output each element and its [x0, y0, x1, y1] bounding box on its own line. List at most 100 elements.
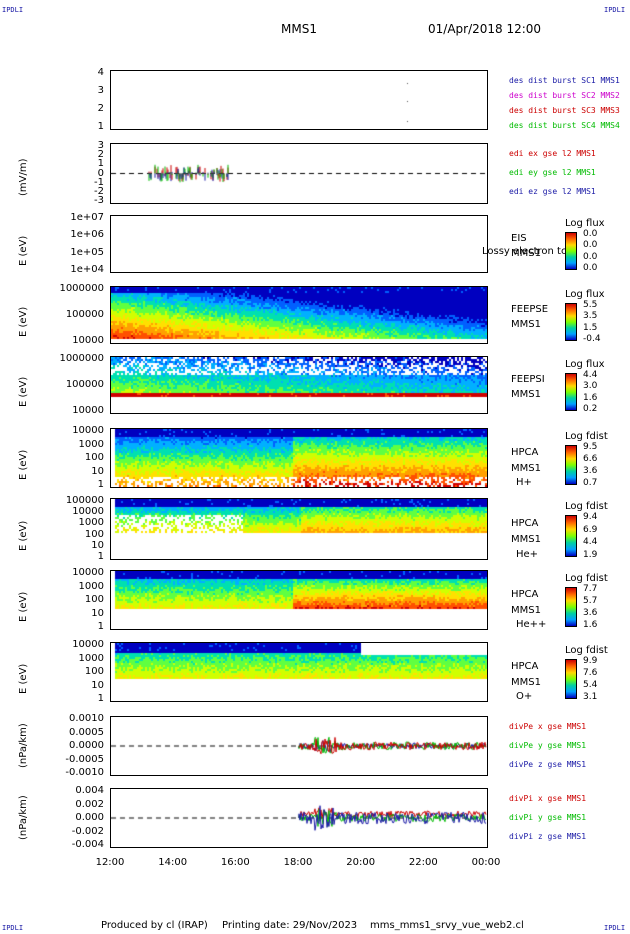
instrument-label: MMS1 [511, 389, 541, 401]
instrument-label: HPCA [511, 447, 539, 459]
legend-entry: des dist burst SC3 MMS3 [509, 106, 620, 115]
colorbar-value: 3.6 [583, 466, 598, 476]
x-tick-label: 00:00 [471, 857, 501, 868]
legend-entry: divPi y gse MMS1 [509, 813, 587, 822]
plot-canvas [111, 571, 487, 629]
colorbar-value: 0.2 [583, 404, 598, 414]
y-tick-label: 10000 [72, 405, 104, 416]
y-tick-label: 1e+05 [70, 246, 104, 258]
y-tick-label: 1000000 [59, 353, 104, 364]
y-tick-label: 100000 [65, 495, 104, 506]
legend-entry: divPe z gse MMS1 [509, 760, 587, 769]
colorbar-title: Log fdist [565, 431, 608, 442]
plot-canvas [111, 357, 487, 413]
y-axis-label: E (eV) [18, 591, 29, 622]
legend-entry: edi ex gse l2 MMS1 [509, 149, 596, 158]
colorbar [565, 587, 577, 627]
y-tick-label: 1 [97, 121, 104, 132]
plot-panel-5 [110, 356, 488, 414]
y-tick-label: 10000 [72, 425, 104, 436]
plot-canvas [111, 429, 487, 487]
colorbar [565, 515, 577, 557]
y-axis-label: E (eV) [18, 306, 29, 337]
instrument-label: HPCA [511, 661, 539, 673]
colorbar-value: 3.1 [583, 692, 598, 702]
colorbar-value: 7.6 [583, 668, 598, 678]
x-tick-label: 16:00 [220, 857, 250, 868]
y-tick-label: 1 [97, 621, 104, 632]
y-tick-label: 10000 [72, 335, 104, 346]
plot-panel-8 [110, 570, 488, 630]
instrument-label: He+ [516, 549, 539, 561]
overlay-label: Lossy electron tc [482, 246, 567, 257]
y-tick-label: 1 [97, 693, 104, 704]
colorbar-value: 0.7 [583, 478, 598, 488]
plot-canvas [111, 71, 487, 129]
y-tick-label: -0.004 [71, 839, 104, 850]
colorbar-value: 7.7 [583, 584, 598, 594]
y-tick-label: 100 [84, 528, 104, 540]
colorbar-value: 9.4 [583, 512, 598, 522]
corner-label-bottom-left: IPDLI [2, 924, 24, 932]
plot-canvas [111, 717, 487, 775]
y-tick-label: 100 [84, 666, 104, 677]
instrument-label: MMS1 [511, 604, 541, 616]
colorbar-title: Log fdist [565, 645, 608, 656]
plot-canvas [111, 643, 487, 701]
colorbar-value: 5.5 [583, 300, 598, 310]
legend-entry: des dist burst SC1 MMS1 [509, 76, 620, 85]
colorbar-value: 0.0 [583, 240, 598, 251]
instrument-label: MMS1 [511, 534, 541, 546]
instrument-label: FEEPSE [511, 304, 549, 316]
colorbar-value: 1.6 [583, 392, 598, 403]
y-tick-label: 1000 [78, 580, 104, 592]
plot-canvas [111, 499, 487, 559]
y-tick-label: 100000 [65, 379, 104, 390]
instrument-label: MMS1 [511, 248, 541, 260]
y-tick-label: 3 [97, 140, 104, 151]
legend-entry: edi ey gse l2 MMS1 [509, 168, 596, 177]
y-tick-label: 0.002 [75, 798, 104, 810]
colorbar-title: Log flux [565, 218, 605, 229]
x-tick-label: 22:00 [408, 857, 438, 868]
plot-panel-3 [110, 215, 488, 273]
legend-entry: divPi z gse MMS1 [509, 832, 587, 841]
plot-panel-9 [110, 642, 488, 702]
colorbar-value: 5.7 [583, 596, 598, 606]
plot-panel-4 [110, 286, 488, 344]
y-tick-label: 0.0000 [69, 740, 104, 751]
plot-panel-2 [110, 143, 488, 204]
y-tick-label: 2 [97, 103, 104, 114]
colorbar-value: 0.0 [583, 263, 598, 273]
plot-canvas [111, 144, 487, 203]
y-tick-label: 10 [91, 679, 104, 691]
y-tick-label: 100 [84, 594, 104, 605]
colorbar-value: 1.6 [583, 620, 598, 630]
colorbar-value: 3.0 [583, 381, 598, 392]
x-tick-label: 20:00 [346, 857, 376, 868]
y-axis-label: E (eV) [18, 520, 29, 551]
instrument-label: O+ [516, 691, 533, 703]
colorbar-title: Log flux [565, 289, 605, 300]
colorbar-value: 3.5 [583, 311, 598, 322]
y-tick-label: 0.004 [75, 785, 104, 796]
colorbar-value: 0.0 [583, 229, 598, 239]
colorbar-value: 3.6 [583, 608, 598, 618]
footer-producer: Produced by cl (IRAP) [101, 920, 208, 931]
legend-entry: divPe y gse MMS1 [509, 741, 587, 750]
y-axis-label: (mV/m) [18, 158, 29, 196]
y-tick-label: -0.0010 [65, 767, 104, 778]
colorbar [565, 373, 577, 411]
plot-panel-7 [110, 498, 488, 560]
y-axis-label: E (eV) [18, 376, 29, 407]
y-tick-label: 0.000 [75, 812, 104, 823]
legend-entry: divPe x gse MMS1 [509, 722, 587, 731]
y-tick-label: -0.002 [71, 825, 104, 837]
plot-panel-1 [110, 70, 488, 130]
y-tick-label: -2 [94, 185, 104, 197]
instrument-label: H+ [516, 477, 532, 489]
y-tick-label: 1e+04 [70, 264, 104, 275]
y-tick-label: -0.0005 [65, 753, 104, 765]
y-tick-label: 4 [97, 67, 104, 78]
instrument-label: He++ [516, 619, 547, 631]
